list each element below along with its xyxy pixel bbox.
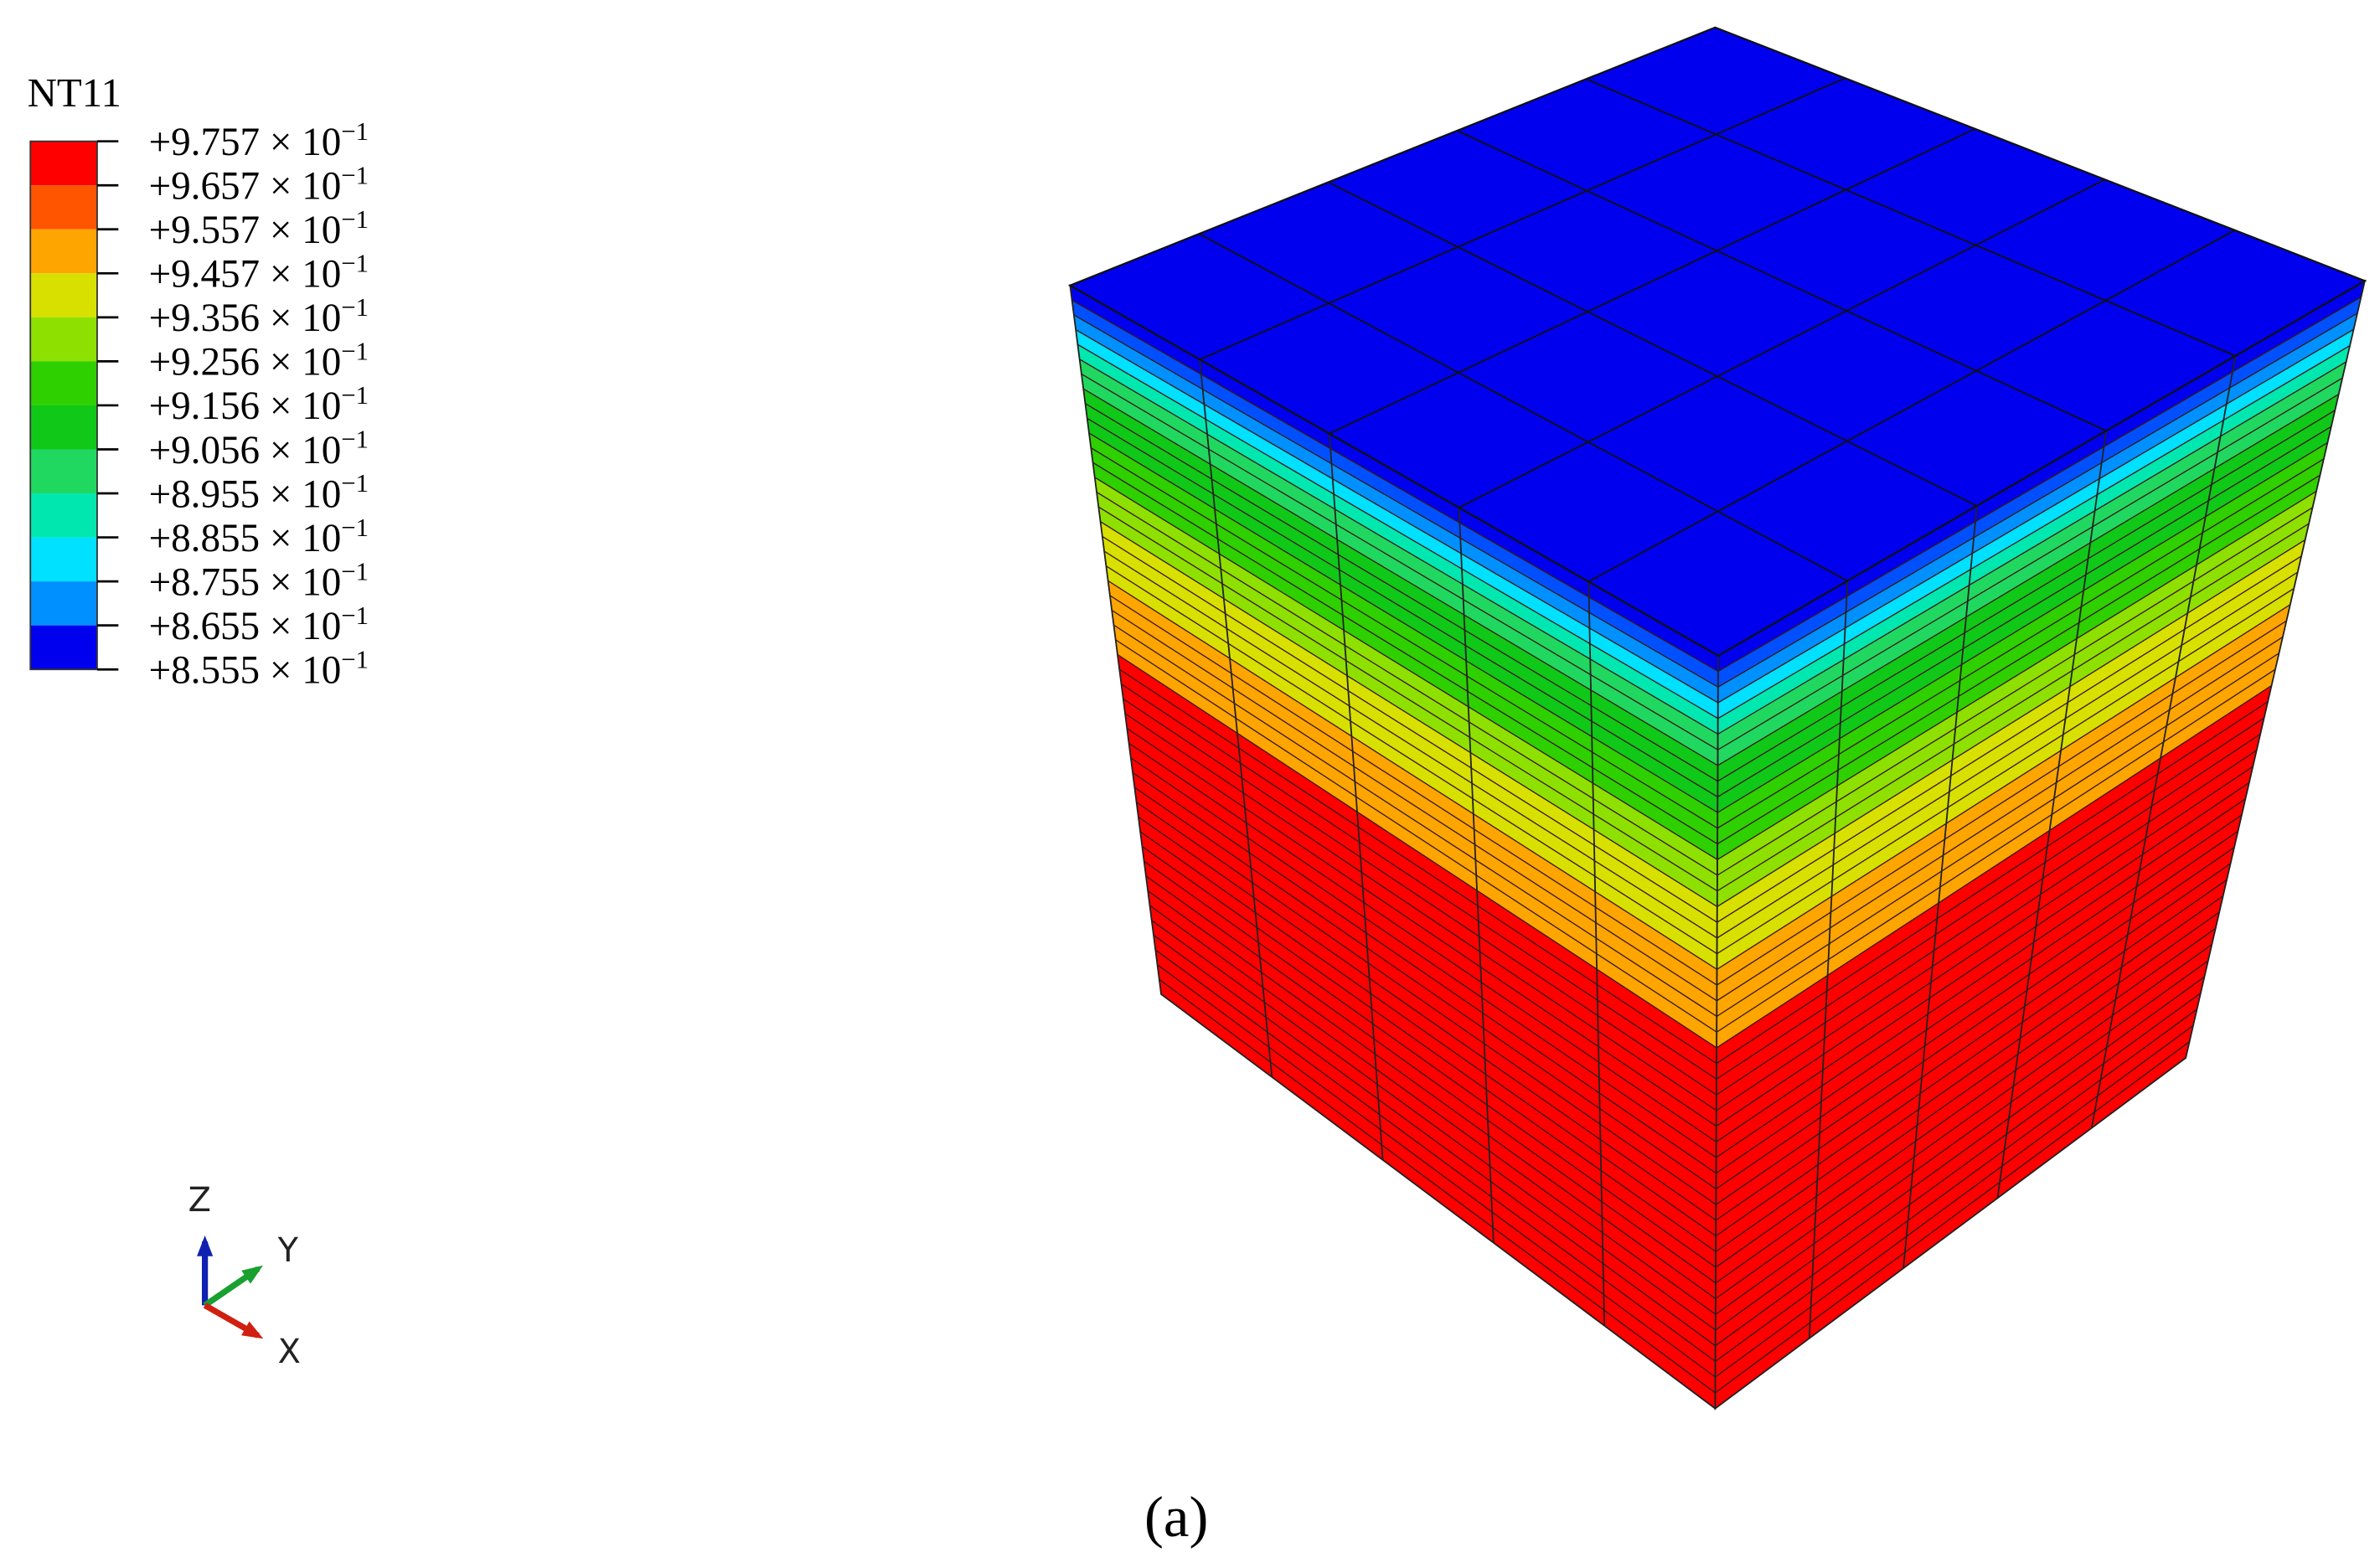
- legend-label-mantissa: +8.655 × 10: [149, 605, 342, 648]
- triad-label-x: X: [278, 1333, 301, 1371]
- legend-band: [30, 273, 97, 317]
- legend-label-exponent: −1: [341, 249, 369, 277]
- legend-label-exponent: −1: [341, 338, 369, 366]
- top-grid-line: [1327, 181, 1978, 507]
- legend-label-mantissa: +9.256 × 10: [149, 341, 342, 384]
- legend-label-mantissa: +9.356 × 10: [149, 297, 342, 340]
- top-grid-line: [1199, 77, 1846, 361]
- legend-label: +8.555 × 10−1: [149, 645, 369, 692]
- legend-band: [30, 229, 97, 274]
- triad-label-z: Z: [188, 1181, 211, 1220]
- right-face-column: [1996, 431, 2108, 1199]
- triad-z-axis-head: [197, 1235, 214, 1256]
- legend-label: +8.755 × 10−1: [149, 557, 369, 604]
- top-grid-line: [1458, 178, 2106, 508]
- legend-label: +9.156 × 10−1: [149, 381, 369, 428]
- legend-label-exponent: −1: [341, 293, 369, 322]
- legend-label-mantissa: +8.955 × 10: [149, 472, 342, 516]
- legend-band: [30, 537, 97, 582]
- top-grid-line: [1586, 78, 2236, 357]
- legend-band: [30, 625, 97, 670]
- legend-label: +9.557 × 10−1: [149, 205, 369, 252]
- legend-label-exponent: −1: [341, 645, 369, 673]
- legend-label-mantissa: +8.855 × 10: [149, 517, 342, 560]
- legend-label-mantissa: +8.555 × 10: [149, 649, 342, 693]
- legend-label-mantissa: +9.557 × 10: [149, 209, 342, 252]
- legend-label: +9.457 × 10−1: [149, 249, 369, 296]
- caption: (a): [1144, 1485, 1208, 1549]
- legend-band: [30, 493, 97, 538]
- legend-band: [30, 405, 97, 450]
- right-face-column: [2090, 355, 2237, 1128]
- triad-y-axis-head: [241, 1265, 263, 1284]
- right-face-column: [1902, 505, 1978, 1269]
- legend-label-exponent: −1: [341, 513, 369, 542]
- top-face: [1067, 26, 2367, 658]
- legend-label: +8.855 × 10−1: [149, 513, 369, 560]
- legend-label-exponent: −1: [341, 205, 369, 234]
- legend-label-exponent: −1: [341, 426, 369, 454]
- left-face-column: [1328, 433, 1384, 1160]
- legend-label-exponent: −1: [341, 469, 369, 498]
- top-grid-line: [1457, 130, 2107, 432]
- right-face-column: [1808, 580, 1849, 1338]
- legend-label-mantissa: +9.757 × 10: [149, 121, 342, 164]
- legend-label-exponent: −1: [341, 161, 369, 189]
- legend-label-exponent: −1: [341, 381, 369, 410]
- legend-label: +9.356 × 10−1: [149, 293, 369, 340]
- legend-band: [30, 185, 97, 230]
- legend-band: [30, 141, 97, 186]
- legend-label: +9.757 × 10−1: [149, 117, 369, 164]
- triad-x-axis-head: [241, 1321, 264, 1339]
- legend-label-exponent: −1: [341, 601, 369, 630]
- top-grid-line: [1329, 127, 1975, 435]
- top-grid-line: [1198, 233, 1848, 582]
- legend-label: +8.955 × 10−1: [149, 469, 369, 516]
- legend-band: [30, 581, 97, 626]
- legend-label-mantissa: +9.156 × 10: [149, 384, 342, 428]
- top-grid-line: [1588, 230, 2236, 583]
- left-face-column: [1458, 508, 1495, 1243]
- left-face-column: [1199, 359, 1273, 1077]
- legend-label-mantissa: +9.457 × 10: [149, 253, 342, 297]
- legend-label: +9.256 × 10−1: [149, 338, 369, 384]
- legend-band: [30, 361, 97, 405]
- triad-label-y: Y: [277, 1231, 299, 1270]
- legend-band: [30, 449, 97, 494]
- legend-label-mantissa: +9.056 × 10: [149, 429, 342, 472]
- legend-label: +9.056 × 10−1: [149, 426, 369, 472]
- legend-title: NT11: [28, 70, 121, 116]
- legend-label-exponent: −1: [341, 117, 369, 146]
- left-face-column: [1588, 581, 1606, 1326]
- legend-label: +9.657 × 10−1: [149, 161, 369, 208]
- legend-label-mantissa: +8.755 × 10: [149, 560, 342, 604]
- legend-label-exponent: −1: [341, 557, 369, 585]
- legend-label-mantissa: +9.657 × 10: [149, 165, 342, 209]
- legend-band: [30, 317, 97, 362]
- legend-label: +8.655 × 10−1: [149, 601, 369, 648]
